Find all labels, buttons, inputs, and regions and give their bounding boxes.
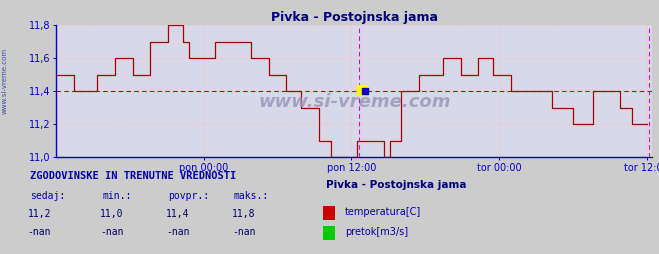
Text: -nan: -nan bbox=[166, 227, 190, 237]
Text: povpr.:: povpr.: bbox=[168, 192, 209, 201]
Text: min.:: min.: bbox=[102, 192, 132, 201]
Text: 11,8: 11,8 bbox=[232, 209, 256, 219]
Text: Pivka - Postojnska jama: Pivka - Postojnska jama bbox=[326, 180, 467, 190]
Text: www.si-vreme.com: www.si-vreme.com bbox=[258, 93, 451, 111]
Title: Pivka - Postojnska jama: Pivka - Postojnska jama bbox=[271, 11, 438, 24]
Text: maks.:: maks.: bbox=[234, 192, 269, 201]
Text: sedaj:: sedaj: bbox=[30, 192, 65, 201]
Text: 11,4: 11,4 bbox=[166, 209, 190, 219]
Text: -nan: -nan bbox=[232, 227, 256, 237]
Text: www.si-vreme.com: www.si-vreme.com bbox=[2, 48, 8, 114]
Text: 11,2: 11,2 bbox=[28, 209, 51, 219]
Text: -nan: -nan bbox=[100, 227, 124, 237]
Text: -nan: -nan bbox=[28, 227, 51, 237]
Text: 11,0: 11,0 bbox=[100, 209, 124, 219]
Text: ZGODOVINSKE IN TRENUTNE VREDNOSTI: ZGODOVINSKE IN TRENUTNE VREDNOSTI bbox=[30, 171, 236, 181]
Text: pretok[m3/s]: pretok[m3/s] bbox=[345, 227, 408, 237]
Text: temperatura[C]: temperatura[C] bbox=[345, 207, 421, 217]
